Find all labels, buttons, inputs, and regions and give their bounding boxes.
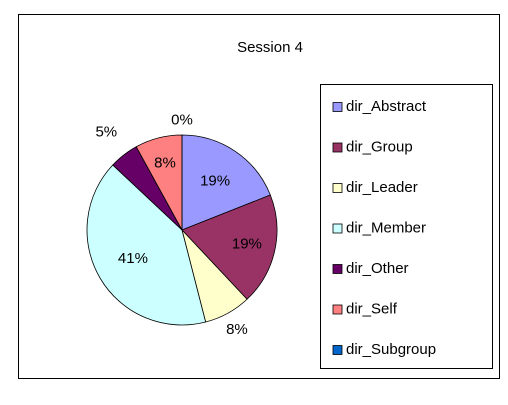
data-label: 19% — [232, 235, 262, 252]
legend-swatch — [332, 345, 343, 355]
legend-label: dir_Member — [346, 219, 426, 236]
legend-label: dir_Self — [346, 300, 398, 317]
legend-swatch — [332, 223, 343, 234]
data-label: 8% — [154, 155, 176, 172]
pie-slice — [181, 194, 278, 300]
legend-swatch — [332, 142, 343, 153]
data-label: 41% — [118, 250, 148, 267]
pie-slice — [86, 164, 207, 326]
legend-box — [320, 84, 493, 369]
legend-label: dir_Other — [346, 260, 409, 277]
legend-label: dir_Leader — [346, 179, 418, 196]
legend-swatch — [332, 304, 343, 315]
data-label: 8% — [226, 321, 248, 338]
data-label: 0% — [171, 112, 193, 129]
legend-swatch — [332, 102, 343, 112]
chart-title: Session 4 — [237, 39, 303, 56]
legend-label: dir_Subgroup — [346, 341, 436, 358]
data-label: 19% — [200, 172, 230, 189]
data-label: 5% — [95, 123, 117, 140]
legend-swatch — [332, 183, 343, 193]
legend-label: dir_Abstract — [346, 98, 427, 115]
legend-swatch — [332, 264, 343, 274]
legend-label: dir_Group — [346, 138, 413, 155]
pie-slice — [181, 134, 271, 231]
